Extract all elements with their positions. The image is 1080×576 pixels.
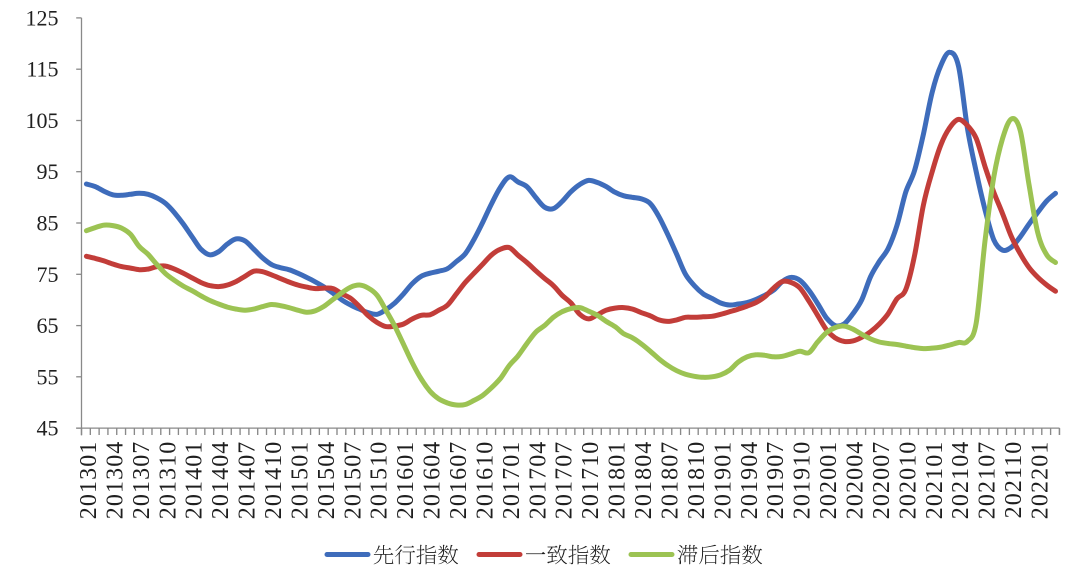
svg-text:201607: 201607: [446, 441, 472, 520]
svg-text:125: 125: [26, 5, 59, 30]
svg-text:75: 75: [37, 262, 59, 287]
svg-text:201604: 201604: [420, 441, 446, 520]
svg-text:201310: 201310: [155, 441, 181, 520]
svg-text:201610: 201610: [473, 441, 499, 520]
svg-text:202001: 202001: [816, 441, 842, 520]
svg-text:202010: 202010: [895, 441, 921, 520]
svg-text:95: 95: [37, 159, 59, 184]
svg-text:202101: 202101: [922, 441, 948, 520]
svg-text:201804: 201804: [631, 441, 657, 520]
svg-text:65: 65: [37, 313, 59, 338]
svg-text:201304: 201304: [102, 441, 128, 520]
svg-text:55: 55: [37, 364, 59, 389]
svg-text:201710: 201710: [578, 441, 604, 520]
svg-text:201701: 201701: [499, 441, 525, 520]
svg-text:85: 85: [37, 211, 59, 236]
svg-text:201810: 201810: [684, 441, 710, 520]
svg-text:201904: 201904: [737, 441, 763, 520]
svg-text:201910: 201910: [790, 441, 816, 520]
svg-text:201907: 201907: [763, 441, 789, 520]
svg-text:201507: 201507: [340, 441, 366, 520]
svg-text:201407: 201407: [235, 441, 261, 520]
svg-text:201707: 201707: [552, 441, 578, 520]
svg-text:201807: 201807: [658, 441, 684, 520]
svg-text:201510: 201510: [367, 441, 393, 520]
svg-text:202110: 202110: [1001, 441, 1027, 519]
svg-text:201901: 201901: [710, 441, 736, 520]
svg-text:202201: 202201: [1028, 441, 1054, 520]
svg-text:202007: 202007: [869, 441, 895, 520]
svg-text:202104: 202104: [948, 441, 974, 520]
svg-text:201801: 201801: [605, 441, 631, 520]
svg-text:201501: 201501: [287, 441, 313, 520]
svg-text:105: 105: [26, 108, 59, 133]
svg-text:115: 115: [26, 57, 58, 82]
svg-text:201301: 201301: [76, 441, 102, 520]
svg-text:201504: 201504: [314, 441, 340, 520]
svg-text:201404: 201404: [208, 441, 234, 520]
svg-text:201307: 201307: [129, 441, 155, 520]
svg-text:201410: 201410: [261, 441, 287, 520]
svg-text:201601: 201601: [393, 441, 419, 520]
svg-text:202107: 202107: [975, 441, 1001, 520]
svg-text:202004: 202004: [843, 441, 869, 520]
svg-text:201704: 201704: [525, 441, 551, 520]
svg-text:45: 45: [37, 416, 59, 441]
svg-text:201401: 201401: [182, 441, 208, 520]
